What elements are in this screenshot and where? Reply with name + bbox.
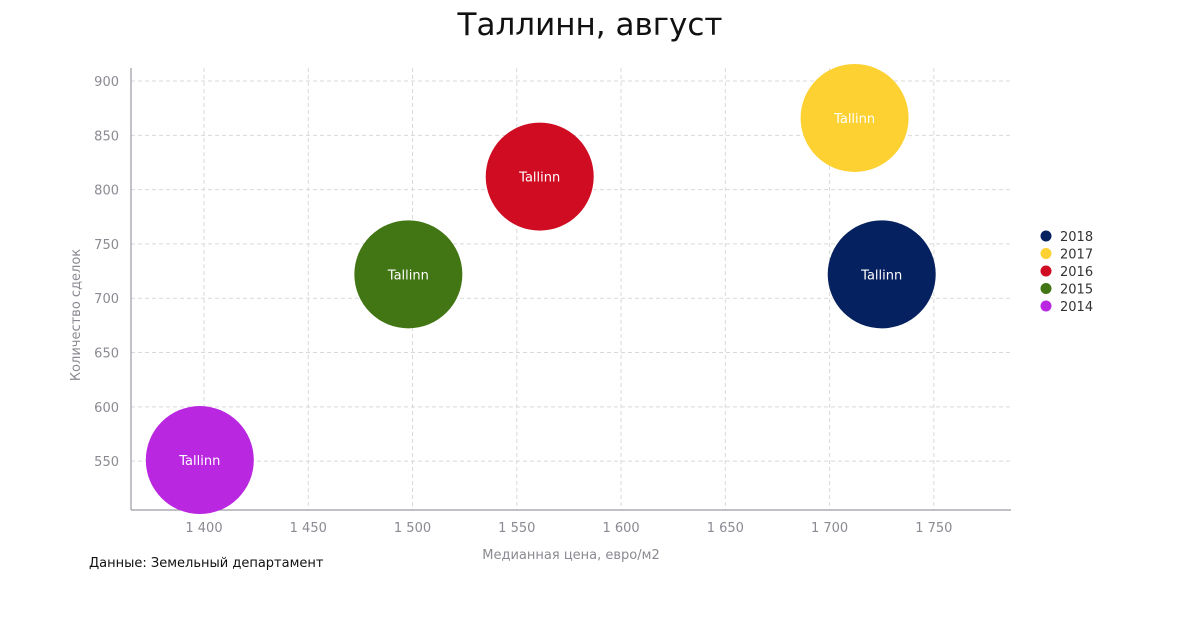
legend-marker — [1040, 230, 1052, 242]
legend-label: 2015 — [1060, 283, 1093, 298]
legend-label: 2014 — [1060, 300, 1093, 315]
y-tick-label: 550 — [94, 455, 119, 470]
x-tick-label: 1 400 — [185, 521, 222, 536]
legend-label: 2018 — [1060, 230, 1093, 245]
legend-label: 2016 — [1060, 265, 1093, 280]
legend-marker — [1040, 300, 1052, 312]
x-tick-label: 1 500 — [394, 521, 431, 536]
bubble-2018[interactable] — [827, 220, 936, 329]
x-tick-label: 1 650 — [707, 521, 744, 536]
legend-item-2017[interactable]: 2017 — [1040, 248, 1094, 263]
bubble-label: Tallinn — [178, 454, 220, 469]
bubble-label: Tallinn — [860, 268, 902, 283]
y-tick-label: 800 — [94, 184, 119, 199]
chart-title: Таллинн, август — [457, 7, 723, 43]
x-tick-label: 1 700 — [811, 521, 848, 536]
x-tick-label: 1 550 — [498, 521, 535, 536]
bubble-2014[interactable] — [145, 406, 254, 515]
x-axis-title: Медианная цена, евро/м2 — [482, 548, 659, 563]
source-note: Данные: Земельный департамент — [89, 556, 324, 571]
legend-marker — [1040, 248, 1052, 259]
y-tick-label: 900 — [94, 75, 119, 90]
y-tick-label: 700 — [94, 292, 119, 307]
y-tick-label: 600 — [94, 401, 119, 416]
x-tick-label: 1 750 — [915, 521, 952, 536]
x-tick-label: 1 450 — [290, 521, 327, 536]
y-axis-title: Количество сделок — [69, 249, 84, 381]
bubble-label: Tallinn — [833, 112, 875, 127]
y-tick-label: 850 — [94, 129, 119, 144]
bubble-2015[interactable] — [354, 220, 463, 329]
y-tick-label: 650 — [94, 347, 119, 362]
bubble-label: Tallinn — [518, 171, 560, 186]
legend-item-2018[interactable]: 2018 — [1040, 230, 1094, 245]
legend-item-2014[interactable]: 2014 — [1040, 300, 1094, 315]
tick-labels: 1 400 1 450 1 500 1 550 1 600 1 650 1 700 1 750… — [94, 75, 952, 536]
bubble-2017[interactable] — [800, 63, 909, 172]
legend-marker — [1040, 265, 1052, 277]
legend-item-2015[interactable]: 2015 — [1040, 283, 1094, 298]
bubble-label: Tallinn — [387, 268, 429, 283]
axes — [130, 68, 1011, 511]
x-tick-label: 1 600 — [602, 521, 639, 536]
legend-label: 2017 — [1060, 248, 1093, 263]
y-tick-label: 750 — [94, 238, 119, 253]
bubbles: Tallinn Tallinn Tallinn Tallinn Tallinn — [145, 63, 936, 515]
bubble-2016[interactable] — [485, 122, 594, 231]
legend-marker — [1040, 283, 1052, 294]
legend: 2018 2017 2016 2015 2014 — [1040, 230, 1094, 315]
legend-item-2016[interactable]: 2016 — [1040, 265, 1094, 280]
